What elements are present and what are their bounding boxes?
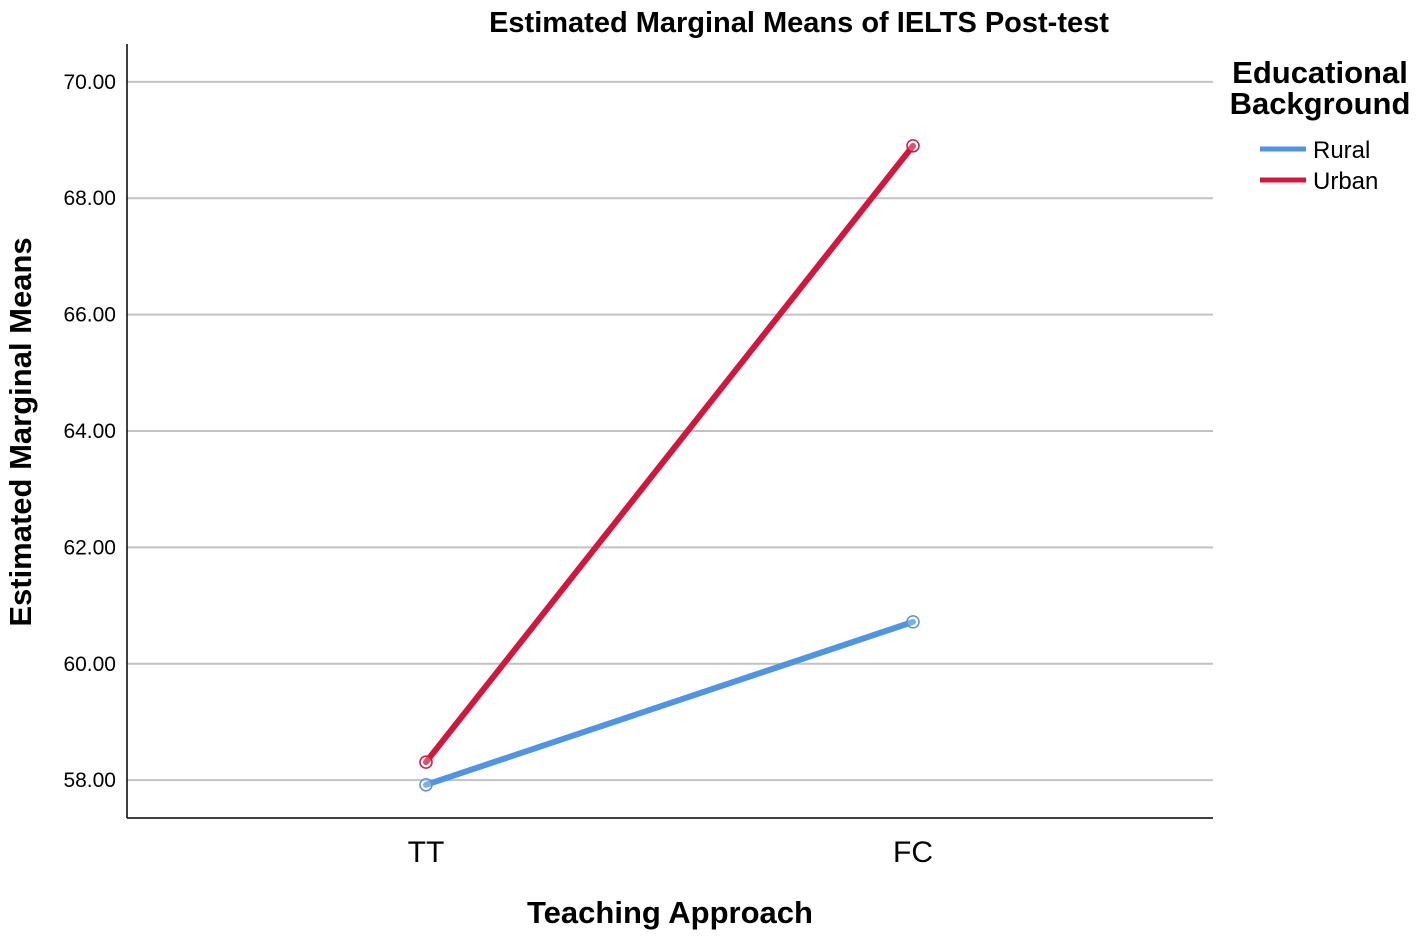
legend-label-rural: Rural xyxy=(1313,137,1370,164)
y-tick-label: 58.00 xyxy=(63,769,116,792)
y-tick-label: 62.00 xyxy=(63,536,116,559)
series-lines xyxy=(419,139,920,792)
x-tick-label: TT xyxy=(408,836,445,869)
legend-title-line-1: Educational xyxy=(1232,55,1408,90)
gridlines xyxy=(127,80,1213,782)
legend-items: Rural Urban xyxy=(1260,137,1378,195)
x-axis-title: Teaching Approach xyxy=(527,895,813,930)
legend: Educational Background Rural Urban xyxy=(1230,55,1411,195)
series-line-rural xyxy=(423,618,916,788)
legend-title-line-2: Background xyxy=(1230,86,1411,121)
series-line-urban xyxy=(423,142,916,766)
x-tick-label: FC xyxy=(893,836,933,869)
data-point-urban xyxy=(419,755,433,769)
y-axis-ticks: 58.00 60.00 62.00 64.00 66.00 68.00 70.00 xyxy=(63,71,116,792)
y-tick-label: 60.00 xyxy=(63,653,116,676)
x-axis-ticks: TT FC xyxy=(408,836,933,869)
axes xyxy=(126,44,1213,819)
y-tick-label: 64.00 xyxy=(63,420,116,443)
data-point-urban xyxy=(906,139,920,153)
y-tick-label: 70.00 xyxy=(63,71,116,94)
chart-title: Estimated Marginal Means of IELTS Post-t… xyxy=(489,7,1109,39)
data-point-rural xyxy=(419,778,433,792)
data-point-rural xyxy=(906,615,920,629)
legend-label-urban: Urban xyxy=(1313,168,1378,195)
y-tick-label: 68.00 xyxy=(63,187,116,210)
y-axis-title: Estimated Marginal Means xyxy=(3,237,38,626)
y-tick-label: 66.00 xyxy=(63,304,116,327)
